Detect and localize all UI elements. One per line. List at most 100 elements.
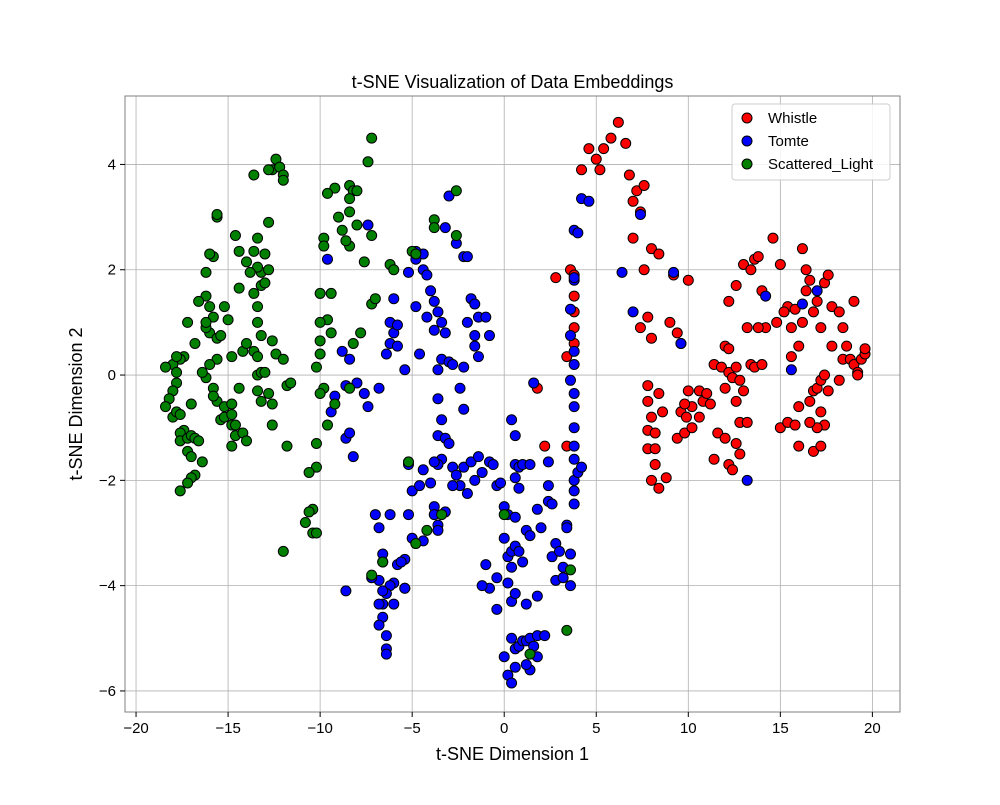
point-whistle [841,340,853,352]
point-tomte [461,488,473,500]
point-whistle [680,411,692,423]
point-whistle [793,340,805,352]
point-tomte [583,195,595,207]
point-tomte [483,330,495,342]
point-whistle [807,445,819,457]
point-whistle [653,248,665,260]
point-tomte [564,580,576,592]
point-whistle [568,290,580,302]
point-tomte [377,585,389,597]
point-tomte [421,269,433,281]
point-tomte [436,316,448,328]
point-whistle [623,169,635,181]
point-scattered-light [303,466,315,478]
point-scattered-light [310,361,322,373]
point-tomte [347,451,359,463]
point-tomte [531,590,543,602]
point-scattered-light [270,348,282,360]
point-tomte [520,598,532,610]
point-tomte [425,285,437,297]
point-whistle [660,472,672,484]
point-tomte [469,298,481,310]
point-whistle [804,395,816,407]
point-tomte [564,303,576,315]
plot-frame [124,95,901,713]
point-scattered-light [421,524,433,536]
point-scattered-light [277,545,289,557]
point-whistle [594,164,606,176]
point-whistle [811,422,823,434]
point-scattered-light [159,401,171,413]
point-whistle [723,295,735,307]
point-tomte [760,290,772,302]
point-whistle [826,340,838,352]
point-tomte [439,222,451,234]
point-tomte [564,374,576,386]
point-tomte [402,266,414,278]
point-scattered-light [402,456,414,468]
point-whistle [811,295,823,307]
point-scattered-light [252,385,264,397]
point-scattered-light [366,230,378,242]
point-whistle [712,427,724,439]
point-scattered-light [336,224,348,236]
point-scattered-light [215,330,227,342]
point-whistle [752,251,764,263]
point-tomte [428,295,440,307]
point-whistle [719,432,731,444]
point-tomte [546,551,558,563]
point-tomte [340,585,352,597]
point-scattered-light [436,509,448,521]
legend-marker-tomte [741,135,753,147]
legend-box [731,103,891,181]
point-scattered-light [171,351,183,363]
point-whistle [793,440,805,452]
point-whistle [590,153,602,165]
point-whistle [738,258,750,270]
point-whistle [815,440,827,452]
point-tomte [469,474,481,486]
legend-marker-whistle [741,112,753,124]
point-tomte [796,298,808,310]
point-tomte [336,345,348,357]
point-whistle [715,361,727,373]
point-tomte [513,482,525,494]
point-tomte [461,251,473,263]
point-scattered-light [185,451,197,463]
point-tomte [399,582,411,594]
point-tomte [432,364,444,376]
point-whistle [741,416,753,428]
point-scattered-light [252,261,264,273]
point-tomte [546,498,558,510]
point-scattered-light [263,387,275,399]
point-tomte [528,377,540,389]
point-scattered-light [200,316,212,328]
point-whistle [627,232,639,244]
point-scattered-light [428,222,440,234]
x-tick-label: −10 [307,720,332,737]
point-scattered-light [263,164,275,176]
point-tomte [380,348,392,360]
point-scattered-light [325,287,337,299]
point-tomte [785,364,797,376]
point-scattered-light [226,409,238,421]
point-scattered-light [366,132,378,144]
legend: Whistle Tomte Scattered_Light [731,103,891,181]
point-tomte [531,503,543,515]
point-scattered-light [182,316,194,328]
x-tick-label: 10 [680,720,697,737]
point-whistle [719,382,731,394]
point-scattered-light [358,256,370,268]
point-tomte [491,572,503,584]
point-scattered-light [314,335,326,347]
point-whistle [682,385,694,397]
point-scattered-light [450,230,462,242]
point-scattered-light [240,256,252,268]
point-scattered-light [248,287,260,299]
point-scattered-light [259,366,271,378]
point-tomte [369,509,381,521]
point-tomte [568,272,580,284]
point-tomte [358,387,370,399]
